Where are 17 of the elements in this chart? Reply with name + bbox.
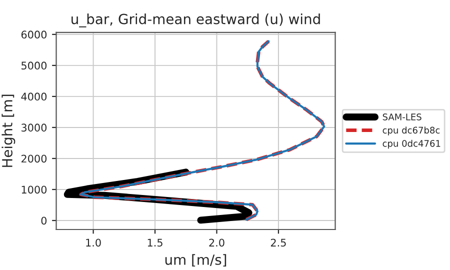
legend-label: cpu dc67b8c	[382, 126, 440, 136]
y-axis-title: Height [m]	[2, 94, 16, 167]
y-tick-label: 2000	[21, 154, 47, 163]
y-tick-label: 5000	[22, 62, 47, 70]
x-axis-title: um [m/s]	[165, 254, 226, 267]
legend-label: SAM-LES	[382, 113, 422, 120]
legend-label: cpu 0dc4761	[382, 140, 440, 149]
chart-title: u_bar, Grid-mean eastward (u) wind	[72, 14, 320, 28]
y-tick-label: 0	[41, 216, 47, 225]
y-tick-label: 4000	[21, 92, 47, 101]
y-tick-label: 3000	[22, 124, 47, 132]
x-tick-label: 2.5	[270, 238, 286, 247]
y-tick-label: 6000	[21, 30, 47, 39]
x-tick-label: 2.0	[209, 238, 224, 247]
x-tick-label: 1.0	[86, 238, 101, 247]
y-tick-label: 1000	[22, 186, 47, 194]
x-tick-label: 1.5	[148, 238, 162, 247]
